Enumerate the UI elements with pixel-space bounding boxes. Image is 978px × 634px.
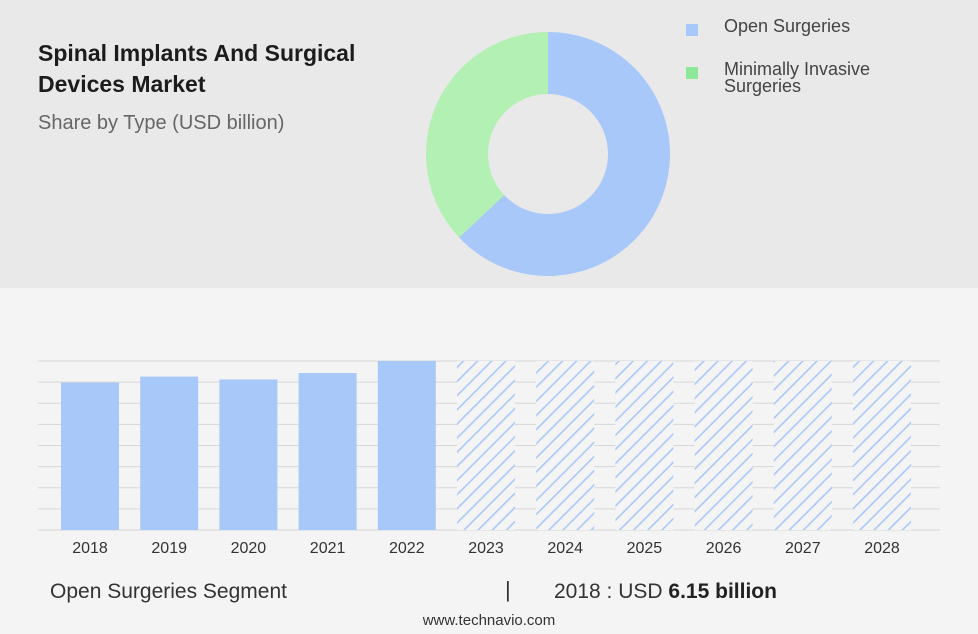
x-tick-label-2022: 2022	[389, 540, 425, 557]
x-tick-label-2019: 2019	[151, 540, 187, 557]
legend-swatch-open-surgeries	[686, 24, 698, 36]
source-url[interactable]: www.technavio.com	[422, 612, 556, 629]
bar-chart: 2018 2019 2020 2021 2022 2023 2024 2025 2026 2027…	[38, 360, 940, 557]
legend: Open Surgeries Minimally Invasive Surger…	[686, 16, 946, 121]
legend-label-minimally-invasive: Minimally Invasive Surgeries	[724, 59, 871, 96]
footer-separator: |	[505, 577, 511, 602]
x-tick-label-2028: 2028	[864, 540, 900, 557]
bar-2025[interactable]	[615, 361, 674, 530]
segment-value: 2018 : USD 6.15 billion	[554, 580, 777, 604]
x-tick-label-2025: 2025	[627, 540, 663, 557]
bar-2018[interactable]	[61, 382, 119, 530]
legend-item-open-surgeries[interactable]: Open Surgeries	[686, 16, 946, 36]
segment-value-amount: 6.15 billion	[668, 580, 777, 603]
legend-label-open-surgeries: Open Surgeries	[724, 16, 851, 36]
bar-2024[interactable]	[536, 361, 595, 530]
bar-2023[interactable]	[457, 361, 515, 530]
chart-title: Spinal Implants And Surgical Devices Mar…	[38, 40, 356, 97]
chart-subtitle: Share by Type (USD billion)	[38, 112, 285, 134]
legend-swatch-minimally-invasive	[686, 67, 698, 79]
x-tick-label-2024: 2024	[547, 540, 583, 557]
donut-slice-open-surgeries[interactable]	[459, 32, 671, 276]
x-tick-label-2021: 2021	[310, 540, 346, 557]
x-tick-label-2018: 2018	[72, 540, 108, 557]
bar-2021[interactable]	[298, 372, 357, 530]
bar-2026[interactable]	[694, 361, 753, 530]
segment-label: Open Surgeries Segment	[50, 580, 287, 603]
donut-chart	[425, 32, 671, 276]
x-tick-label-2026: 2026	[706, 540, 742, 557]
segment-year-label: 2018 : USD	[554, 580, 663, 603]
bar-2019[interactable]	[140, 376, 199, 530]
bar-2027[interactable]	[773, 361, 832, 530]
x-tick-label-2027: 2027	[785, 540, 821, 557]
x-tick-label-2023: 2023	[468, 540, 504, 557]
bar-2022[interactable]	[377, 361, 436, 530]
x-tick-label-2020: 2020	[231, 540, 267, 557]
donut-slice-minimally-invasive-surgeries[interactable]	[425, 32, 548, 238]
bar-2028[interactable]	[853, 361, 911, 530]
legend-item-minimally-invasive[interactable]: Minimally Invasive Surgeries	[686, 59, 946, 96]
bar-2020[interactable]	[219, 379, 278, 530]
